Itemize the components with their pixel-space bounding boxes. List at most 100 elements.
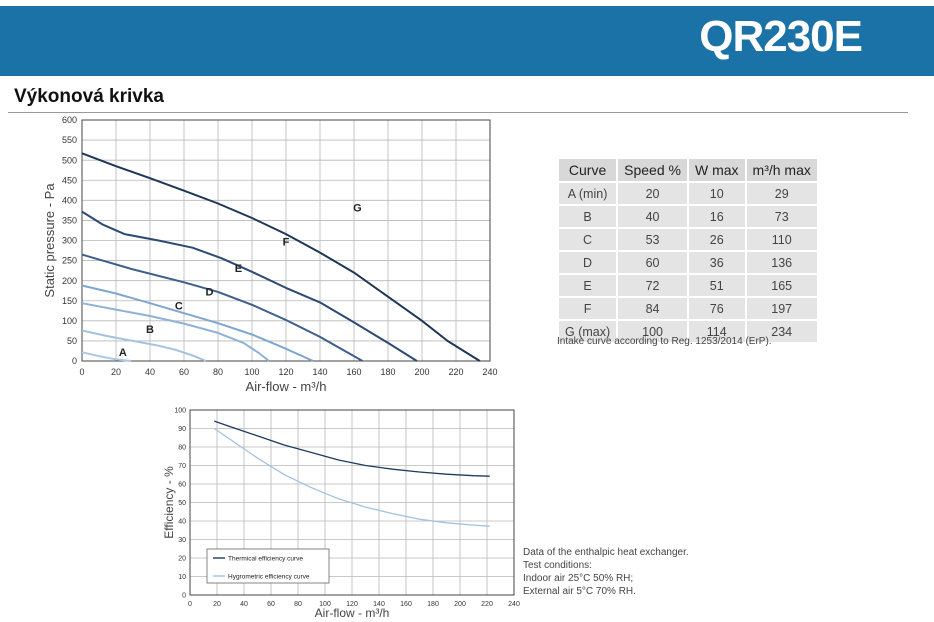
header-curve: Curve	[559, 159, 617, 181]
series-label-g: G	[353, 203, 362, 215]
x-tick-label: 180	[427, 601, 439, 608]
series-label-b: B	[146, 324, 154, 336]
header-banner: QR230E	[0, 6, 934, 76]
x-tick-label: 80	[213, 367, 223, 377]
cell-curve: D	[559, 252, 617, 273]
x-tick-label: 40	[240, 601, 248, 608]
series-label-c: C	[175, 301, 183, 313]
section-divider	[8, 112, 908, 113]
plot-border	[81, 119, 491, 362]
y-tick-label: 0	[72, 356, 77, 366]
cell-curve: A (min)	[559, 183, 617, 204]
legend-box	[206, 548, 330, 584]
x-tick-label: 160	[400, 601, 412, 608]
x-axis-label: Air-flow - m³/h	[246, 379, 327, 394]
table-row: F 84 76 197	[559, 298, 817, 319]
header-flowmax: m³/h max	[746, 159, 817, 181]
series-line-hygrometric-efficiency-curve	[213, 427, 490, 527]
x-tick-label: 60	[179, 367, 189, 377]
product-title: QR230E	[699, 12, 863, 61]
y-tick-label: 600	[62, 115, 77, 125]
series-label-f: F	[283, 237, 290, 249]
y-tick-label: 0	[182, 592, 186, 599]
x-tick-label: 220	[481, 601, 493, 608]
y-tick-label: 250	[62, 256, 77, 266]
legend-entry: Hygrometric efficiency curve	[228, 574, 310, 581]
x-tick-label: 20	[213, 601, 221, 608]
cell-wmax: 114	[688, 321, 745, 342]
y-tick-label: 90	[178, 426, 186, 433]
y-tick-label: 20	[178, 555, 186, 562]
cell-flowmax: 197	[746, 298, 817, 319]
series-line-thermical-efficiency-curve	[214, 420, 490, 477]
section-title: Výkonová krivka	[14, 86, 164, 107]
cell-curve: C	[559, 229, 617, 250]
condition-line: Test conditions:	[523, 560, 592, 571]
table-row: G (max) 100 114 234	[559, 321, 817, 342]
cell-curve: E	[559, 275, 617, 296]
cell-speed: 40	[618, 206, 687, 227]
test-conditions: Data of the enthalpic heat exchanger. Te…	[523, 546, 689, 598]
header-wmax: W max	[688, 159, 745, 181]
x-tick-label: 120	[278, 367, 293, 377]
y-tick-label: 100	[62, 316, 77, 326]
y-tick-label: 50	[178, 500, 186, 507]
y-tick-label: 300	[62, 236, 77, 246]
spec-table: Curve Speed % W max m³/h max A (min) 20 …	[557, 157, 819, 344]
y-tick-label: 60	[178, 481, 186, 488]
x-tick-label: 20	[111, 367, 121, 377]
y-tick-label: 350	[62, 216, 77, 226]
y-tick-label: 100	[174, 407, 186, 414]
y-axis-label: Static pressure - Pa	[42, 183, 57, 298]
cell-flowmax: 234	[746, 321, 817, 342]
y-tick-label: 550	[62, 135, 77, 145]
cell-speed: 100	[618, 321, 687, 342]
efficiency-curve-chart: 0 20 40 60 80 100 120 140 160 180 200 220 240 0 10 20 30…	[162, 407, 520, 620]
cell-wmax: 36	[688, 252, 745, 273]
cell-flowmax: 165	[746, 275, 817, 296]
header-speed: Speed %	[618, 159, 687, 181]
cell-flowmax: 73	[746, 206, 817, 227]
series-line-a	[81, 351, 132, 362]
y-tick-label: 450	[62, 175, 77, 185]
series-line-c	[81, 302, 270, 362]
y-tick-label: 500	[62, 155, 77, 165]
cell-wmax: 16	[688, 206, 745, 227]
condition-line: External air 5°C 70% RH.	[523, 586, 636, 597]
plot-border	[189, 409, 515, 596]
y-axis-label: Efficiency - %	[162, 466, 176, 539]
cell-speed: 72	[618, 275, 687, 296]
y-tick-label: 400	[62, 195, 77, 205]
series-label-e: E	[235, 263, 242, 275]
x-tick-label: 140	[373, 601, 385, 608]
x-tick-label: 120	[346, 601, 358, 608]
x-tick-label: 240	[482, 367, 497, 377]
cell-speed: 84	[618, 298, 687, 319]
series-line-d	[81, 284, 314, 362]
condition-line: Indoor air 25°C 50% RH;	[523, 573, 634, 584]
legend-entry: Thermical efficiency curve	[228, 556, 303, 563]
x-tick-label: 60	[267, 601, 275, 608]
y-tick-label: 80	[178, 444, 186, 451]
cell-curve: B	[559, 206, 617, 227]
y-tick-label: 70	[178, 463, 186, 470]
y-tick-label: 50	[67, 336, 77, 346]
x-axis-label: Air-flow - m³/h	[315, 606, 390, 620]
cell-curve: G (max)	[559, 321, 617, 342]
cell-wmax: 76	[688, 298, 745, 319]
series-line-b	[81, 329, 207, 362]
y-tick-label: 200	[62, 276, 77, 286]
table-row: B 40 16 73	[559, 206, 817, 227]
series-line-g	[81, 152, 481, 362]
intake-note: Intake curve according to Reg. 1253/2014…	[557, 336, 772, 347]
cell-speed: 20	[618, 183, 687, 204]
x-tick-label: 0	[188, 601, 192, 608]
pressure-curve-chart: 0 20 40 60 80 100 120 140 160 180 200 220 240 0 50 100 1…	[42, 115, 498, 394]
cell-curve: F	[559, 298, 617, 319]
cell-flowmax: 136	[746, 252, 817, 273]
chart-legend: Thermical efficiency curve Hygrometric ef…	[206, 548, 330, 584]
x-tick-label: 100	[244, 367, 259, 377]
y-tick-label: 150	[62, 296, 77, 306]
x-tick-label: 100	[319, 601, 331, 608]
cell-wmax: 26	[688, 229, 745, 250]
